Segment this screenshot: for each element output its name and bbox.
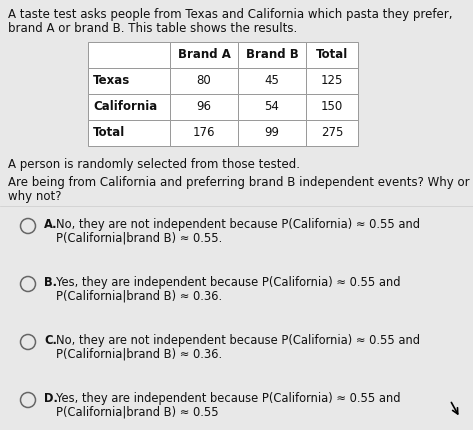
Text: 99: 99 <box>264 126 280 139</box>
Text: No, they are not independent because P(California) ≈ 0.55 and: No, they are not independent because P(C… <box>56 334 420 347</box>
Text: C.: C. <box>44 334 57 347</box>
Bar <box>88 68 170 94</box>
Text: 80: 80 <box>197 74 211 87</box>
Bar <box>170 120 238 146</box>
Bar <box>306 120 358 146</box>
Text: P(California|brand B) ≈ 0.36.: P(California|brand B) ≈ 0.36. <box>56 289 222 302</box>
Bar <box>170 42 238 68</box>
Text: D.: D. <box>44 392 58 405</box>
Text: Total: Total <box>93 126 125 139</box>
Text: Yes, they are independent because P(California) ≈ 0.55 and: Yes, they are independent because P(Cali… <box>56 276 401 289</box>
Text: Total: Total <box>316 49 348 61</box>
Text: Yes, they are independent because P(California) ≈ 0.55 and: Yes, they are independent because P(Cali… <box>56 392 401 405</box>
Bar <box>88 94 170 120</box>
Text: A.: A. <box>44 218 58 231</box>
Bar <box>238 94 306 120</box>
Text: P(California|brand B) ≈ 0.55.: P(California|brand B) ≈ 0.55. <box>56 231 222 244</box>
Text: 275: 275 <box>321 126 343 139</box>
Text: Texas: Texas <box>93 74 130 87</box>
Text: 125: 125 <box>321 74 343 87</box>
Bar <box>238 42 306 68</box>
Text: A taste test asks people from Texas and California which pasta they prefer,: A taste test asks people from Texas and … <box>8 8 453 21</box>
Text: No, they are not independent because P(California) ≈ 0.55 and: No, they are not independent because P(C… <box>56 218 420 231</box>
Text: P(California|brand B) ≈ 0.36.: P(California|brand B) ≈ 0.36. <box>56 347 222 360</box>
Text: Are being from California and preferring brand B independent events? Why or: Are being from California and preferring… <box>8 176 470 189</box>
Text: why not?: why not? <box>8 190 61 203</box>
Bar <box>306 42 358 68</box>
Text: A person is randomly selected from those tested.: A person is randomly selected from those… <box>8 158 300 171</box>
Text: 54: 54 <box>264 101 280 114</box>
Text: California: California <box>93 101 157 114</box>
Bar <box>238 120 306 146</box>
Text: 96: 96 <box>196 101 211 114</box>
Text: 176: 176 <box>193 126 215 139</box>
Bar <box>88 120 170 146</box>
Text: brand A or brand B. This table shows the results.: brand A or brand B. This table shows the… <box>8 22 297 35</box>
Text: P(California|brand B) ≈ 0.55: P(California|brand B) ≈ 0.55 <box>56 405 219 418</box>
Bar <box>238 68 306 94</box>
Text: Brand B: Brand B <box>245 49 298 61</box>
Bar <box>306 94 358 120</box>
Text: 45: 45 <box>264 74 280 87</box>
Bar <box>170 68 238 94</box>
Text: B.: B. <box>44 276 57 289</box>
Bar <box>170 94 238 120</box>
Text: 150: 150 <box>321 101 343 114</box>
Bar <box>88 42 170 68</box>
Bar <box>306 68 358 94</box>
Text: Brand A: Brand A <box>177 49 230 61</box>
